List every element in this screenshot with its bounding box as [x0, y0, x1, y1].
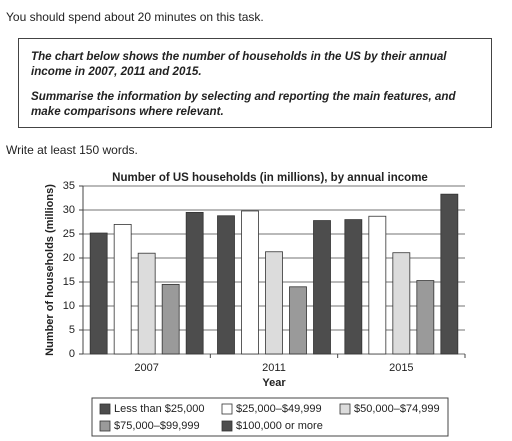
x-axis-label: Year — [262, 377, 286, 389]
task-paragraph: Summarise the information by selecting a… — [31, 90, 456, 118]
x-tick-label: 2015 — [389, 362, 413, 374]
word-note: Write at least 150 words. — [6, 143, 138, 157]
bar — [161, 283, 180, 355]
y-tick-label: 35 — [63, 180, 75, 192]
legend-swatch — [221, 403, 233, 415]
bar — [368, 215, 387, 355]
bar — [313, 220, 331, 355]
bar — [241, 210, 259, 355]
legend-swatch — [99, 403, 111, 415]
bar — [185, 211, 204, 355]
legend-label: Less than $25,000 — [114, 403, 205, 415]
y-tick-label: 25 — [63, 228, 75, 240]
legend-label: $50,000–$74,999 — [354, 403, 440, 415]
y-tick-label: 15 — [63, 276, 75, 288]
task-box: The chart below shows the number of hous… — [18, 38, 492, 128]
legend-label: $25,000–$49,999 — [236, 403, 322, 415]
bar — [289, 286, 307, 355]
legend-swatch — [339, 403, 351, 415]
y-tick-label: 20 — [63, 252, 75, 264]
x-tick-label: 2011 — [262, 362, 286, 374]
y-axis-label: Number of households (millions) — [44, 184, 56, 356]
legend-swatch — [99, 420, 111, 432]
bar — [265, 251, 283, 355]
y-tick-label: 30 — [63, 204, 75, 216]
legend-box — [91, 397, 449, 437]
y-tick-label: 5 — [69, 324, 75, 336]
legend-swatch — [221, 420, 233, 432]
chart-title: Number of US households (in millions), b… — [112, 172, 428, 184]
bar — [416, 280, 435, 355]
bar — [137, 252, 156, 355]
task-paragraph: The chart below shows the number of hous… — [31, 50, 447, 78]
y-tick-label: 0 — [69, 348, 75, 360]
bar — [89, 232, 108, 355]
instruction: You should spend about 20 minutes on thi… — [6, 10, 264, 24]
legend-label: $100,000 or more — [236, 420, 323, 432]
legend-label: $75,000–$99,999 — [114, 420, 200, 432]
x-tick-label: 2007 — [134, 362, 158, 374]
bar — [392, 252, 411, 355]
bar — [113, 223, 132, 355]
bar — [344, 219, 363, 355]
bar — [440, 193, 459, 355]
bar — [217, 215, 235, 355]
y-tick-label: 10 — [63, 300, 75, 312]
